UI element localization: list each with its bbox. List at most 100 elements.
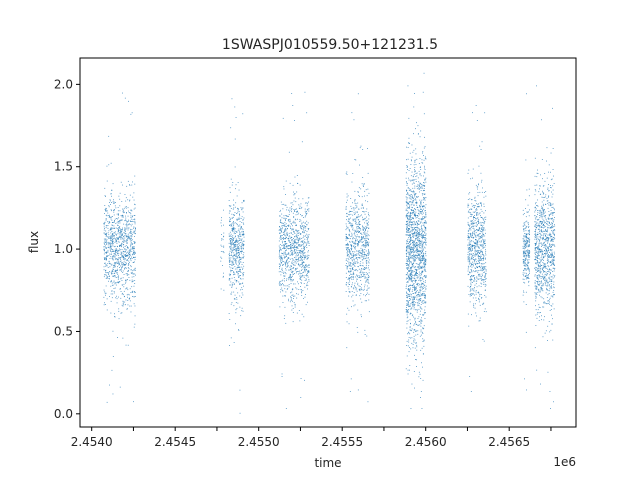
data-point [241,289,243,290]
data-point [479,250,481,251]
data-point [355,294,357,296]
data-point [410,225,412,227]
data-point [360,261,362,263]
data-point [414,196,416,198]
data-point [112,201,114,203]
data-point [471,226,473,228]
data-point [352,260,353,262]
data-point [242,267,244,269]
data-point [113,232,115,234]
data-point [468,273,470,275]
data-point [408,269,410,271]
data-point [477,272,479,274]
data-point [423,224,425,226]
data-point [469,253,470,255]
data-point [118,308,120,310]
data-point [409,304,411,306]
data-point [232,258,234,260]
data-point [368,252,369,254]
data-point [365,230,366,231]
data-point [415,215,416,217]
data-point [107,236,109,238]
data-point [408,351,410,353]
data-point [290,223,292,224]
data-point [308,264,310,266]
data-point [362,237,364,239]
data-point [423,259,425,261]
data-point [410,229,412,231]
data-point [127,224,129,226]
data-point [351,223,353,225]
data-point [290,283,292,284]
data-point [418,238,420,240]
data-point [423,353,424,355]
data-point [124,194,126,195]
data-point [408,264,409,266]
data-point [485,274,486,276]
data-point [366,285,368,287]
data-point [418,376,420,378]
data-point [231,250,233,252]
data-point [477,262,479,264]
data-point [410,214,411,216]
data-point [408,137,410,139]
data-point [419,265,421,267]
data-point [127,267,129,268]
data-point [413,338,415,340]
data-point [418,304,420,306]
data-point [298,239,299,241]
data-point [470,258,472,260]
data-point [287,234,289,236]
data-point [121,246,122,248]
data-point [415,238,417,240]
data-point [242,243,244,245]
data-point [409,221,411,222]
data-point [303,265,304,267]
data-point [105,218,107,220]
data-point [292,245,293,246]
data-point [479,233,480,235]
data-point [103,257,105,259]
data-point [237,272,239,274]
data-point [124,301,126,303]
data-point [128,236,129,238]
data-point [118,227,120,229]
data-point [306,202,308,204]
data-point [120,229,122,231]
data-point [299,251,301,253]
data-point [285,235,287,237]
data-point [305,304,307,306]
data-point [235,230,237,232]
data-point [419,182,421,184]
data-point [417,291,419,293]
data-point [361,203,363,205]
data-point [282,244,284,246]
data-point [241,251,243,252]
data-point [408,277,410,279]
data-point [281,235,283,236]
data-point [133,401,134,403]
data-point [115,238,117,240]
data-point [117,272,118,274]
data-point [417,220,419,222]
data-point [415,272,416,274]
data-point [414,329,415,331]
data-point [352,229,353,231]
data-point [128,223,130,225]
data-point [303,241,305,243]
data-point [127,308,128,310]
data-point [474,246,476,248]
data-point [279,232,281,234]
data-point [235,244,237,245]
data-point [354,213,356,215]
data-point [229,246,231,248]
data-point [130,305,132,307]
data-point [279,229,281,231]
data-point [360,247,362,249]
data-point [421,251,423,253]
data-point [279,263,281,265]
data-point [124,264,126,266]
data-point [288,300,289,302]
data-point [413,233,415,235]
data-point [362,211,364,212]
